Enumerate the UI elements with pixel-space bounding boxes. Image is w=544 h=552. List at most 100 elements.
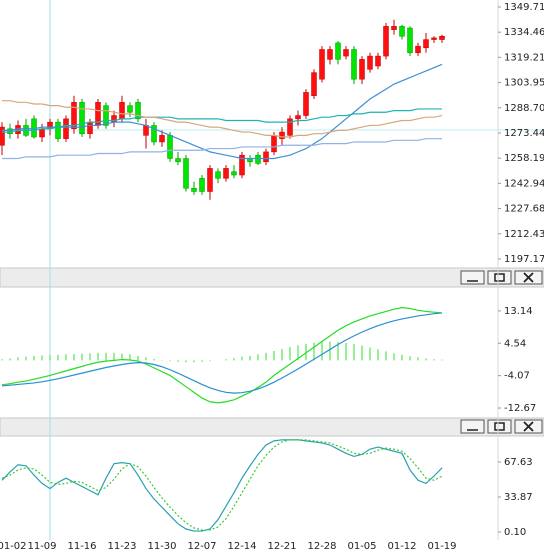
y-tick-label: 1303.95 xyxy=(504,78,544,89)
candle-body xyxy=(375,55,381,67)
y-tick-label: 1258.19 xyxy=(504,153,544,164)
series-line xyxy=(1,312,443,394)
series-line xyxy=(2,100,443,138)
y-tick-label: -4.07 xyxy=(504,371,530,382)
candle-body xyxy=(327,49,333,60)
candle-body xyxy=(167,135,173,159)
candle-body xyxy=(103,105,109,126)
maximize-button[interactable] xyxy=(487,419,512,434)
x-tick-label: 11-09 xyxy=(27,541,56,552)
y-tick-label: 1334.46 xyxy=(504,27,544,38)
candle-body xyxy=(207,168,213,192)
candle-body xyxy=(407,27,413,54)
series-line xyxy=(2,138,442,160)
candle-body xyxy=(303,92,309,116)
candle-body xyxy=(271,135,277,153)
y-tick-label: 4.54 xyxy=(504,338,526,349)
panel-strip xyxy=(0,417,544,437)
y-tick-label: 1273.44 xyxy=(504,128,544,139)
y-tick-label: 1349.71 xyxy=(504,2,544,13)
candle-body xyxy=(55,121,61,139)
candle-body xyxy=(47,121,53,130)
candle-body xyxy=(143,125,149,136)
close-icon xyxy=(523,421,534,432)
x-tick-label: 01-12 xyxy=(387,541,416,552)
y-tick-label: 67.63 xyxy=(504,457,533,468)
y-tick-label: 1197.17 xyxy=(504,254,544,265)
maximize-icon xyxy=(494,273,505,282)
series-line xyxy=(1,439,443,531)
minimize-button[interactable] xyxy=(460,270,485,285)
maximize-icon xyxy=(494,422,505,431)
candle-body xyxy=(239,154,245,176)
candle-body xyxy=(423,39,429,49)
candle-body xyxy=(111,115,117,123)
candle-body xyxy=(351,49,357,80)
candle-body xyxy=(71,102,77,130)
candle-body xyxy=(39,128,45,138)
x-tick-label: 11-23 xyxy=(107,541,136,552)
candle-body xyxy=(287,118,293,136)
candle-body xyxy=(199,178,205,192)
candle-body xyxy=(119,102,125,120)
window-buttons xyxy=(460,270,543,434)
candle-body xyxy=(183,158,189,189)
candle-body xyxy=(295,115,301,120)
candle-body xyxy=(63,118,69,139)
candle-body xyxy=(279,131,285,139)
x-tick-label: 01-02 xyxy=(0,541,27,552)
candle-body xyxy=(79,102,85,134)
candle-body xyxy=(343,49,349,57)
x-tick-label: 11-16 xyxy=(67,541,96,552)
y-tick-label: 13.14 xyxy=(504,306,533,317)
candle-body xyxy=(319,49,325,80)
candle-body xyxy=(87,121,93,134)
candle-body xyxy=(311,72,317,96)
candle-body xyxy=(191,187,197,192)
candle-body xyxy=(367,55,373,70)
close-icon xyxy=(523,272,534,283)
candle-body xyxy=(0,126,5,146)
candle-body xyxy=(215,171,221,179)
x-tick-label: 01-19 xyxy=(427,541,456,552)
x-tick-label: 12-21 xyxy=(267,541,296,552)
candle-body xyxy=(399,26,405,37)
candle-body xyxy=(127,105,133,113)
candle-body xyxy=(359,59,365,80)
series-line xyxy=(2,108,442,133)
y-tick-label: 0.10 xyxy=(504,527,526,538)
y-tick-label: 1227.68 xyxy=(504,204,544,215)
panel-strip xyxy=(0,267,544,288)
candle-body xyxy=(255,154,261,164)
candle-body xyxy=(383,26,389,57)
x-tick-label: 12-14 xyxy=(227,541,256,552)
candle-body xyxy=(231,171,237,176)
series-line xyxy=(2,63,443,160)
x-tick-label: 01-05 xyxy=(347,541,376,552)
y-tick-label: 1212.43 xyxy=(504,229,544,240)
candle-body xyxy=(135,102,141,120)
y-tick-label: 1242.94 xyxy=(504,178,544,189)
candle-body xyxy=(175,158,181,163)
y-tick-label: 33.87 xyxy=(504,492,533,503)
candle-body xyxy=(415,45,421,54)
candle-body xyxy=(263,151,269,163)
y-tick-label: -12.67 xyxy=(504,403,536,414)
x-tick-label: 12-07 xyxy=(187,541,216,552)
candle-body xyxy=(335,42,341,60)
candle-body xyxy=(159,135,165,143)
candle-body xyxy=(151,125,157,143)
series-line xyxy=(1,307,443,404)
candle-body xyxy=(223,168,229,179)
candle-body xyxy=(431,37,437,40)
y-tick-label: 1288.70 xyxy=(504,103,544,114)
minimize-button[interactable] xyxy=(460,419,485,434)
series-line xyxy=(1,439,443,532)
x-tick-label: 12-28 xyxy=(307,541,336,552)
maximize-button[interactable] xyxy=(487,270,512,285)
y-tick-label: 1319.21 xyxy=(504,52,544,63)
candle-body xyxy=(439,36,445,40)
x-tick-label: 11-30 xyxy=(147,541,176,552)
